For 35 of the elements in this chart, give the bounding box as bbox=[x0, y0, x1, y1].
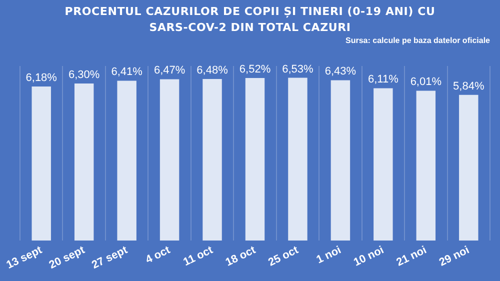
bar bbox=[245, 78, 265, 241]
data-label: 6,18% bbox=[26, 72, 58, 84]
bar bbox=[330, 80, 350, 241]
x-tick-label: 11 oct bbox=[182, 244, 216, 269]
x-tick-label: 1 noi bbox=[314, 244, 344, 266]
bar bbox=[74, 83, 94, 241]
x-tick-label: 25 oct bbox=[266, 244, 301, 269]
data-label: 6,53% bbox=[282, 63, 314, 76]
data-label: 6,43% bbox=[324, 66, 356, 78]
chart-title: PROCENTUL CAZURILOR DE COPII ȘI TINERI (0-19 ANI) CU SARS-COV-2 DIN TOTAL CAZURI bbox=[64, 4, 436, 36]
bar bbox=[288, 78, 308, 241]
data-label: 6,47% bbox=[154, 64, 186, 77]
bar bbox=[117, 80, 136, 241]
x-tick-label: 20 sept bbox=[47, 244, 88, 272]
data-label: 6,52% bbox=[239, 64, 271, 76]
bar bbox=[416, 90, 436, 241]
bar bbox=[32, 86, 51, 241]
x-tick-label: 10 noi bbox=[352, 244, 386, 269]
x-tick-label: 21 noi bbox=[394, 244, 429, 269]
data-label: 6,30% bbox=[68, 68, 100, 81]
data-label: 5,84% bbox=[453, 80, 484, 92]
x-tick-label: 13 sept bbox=[4, 244, 44, 272]
data-label: 6,41% bbox=[111, 66, 143, 78]
data-label: 6,11% bbox=[368, 74, 399, 86]
bar bbox=[459, 94, 478, 241]
text: Sursa: calcule pe baza datelor oficiale bbox=[344, 36, 490, 45]
bar bbox=[374, 88, 393, 241]
data-label: 6,01% bbox=[410, 76, 442, 88]
bar bbox=[202, 78, 222, 241]
x-tick-label: 29 noi bbox=[437, 244, 472, 269]
x-tick-label: 27 sept bbox=[90, 244, 130, 272]
x-tick-label: 4 oct bbox=[144, 244, 172, 266]
data-label: 6,48% bbox=[196, 64, 228, 76]
bar bbox=[160, 79, 180, 241]
x-tick-label: 18 oct bbox=[224, 244, 258, 269]
